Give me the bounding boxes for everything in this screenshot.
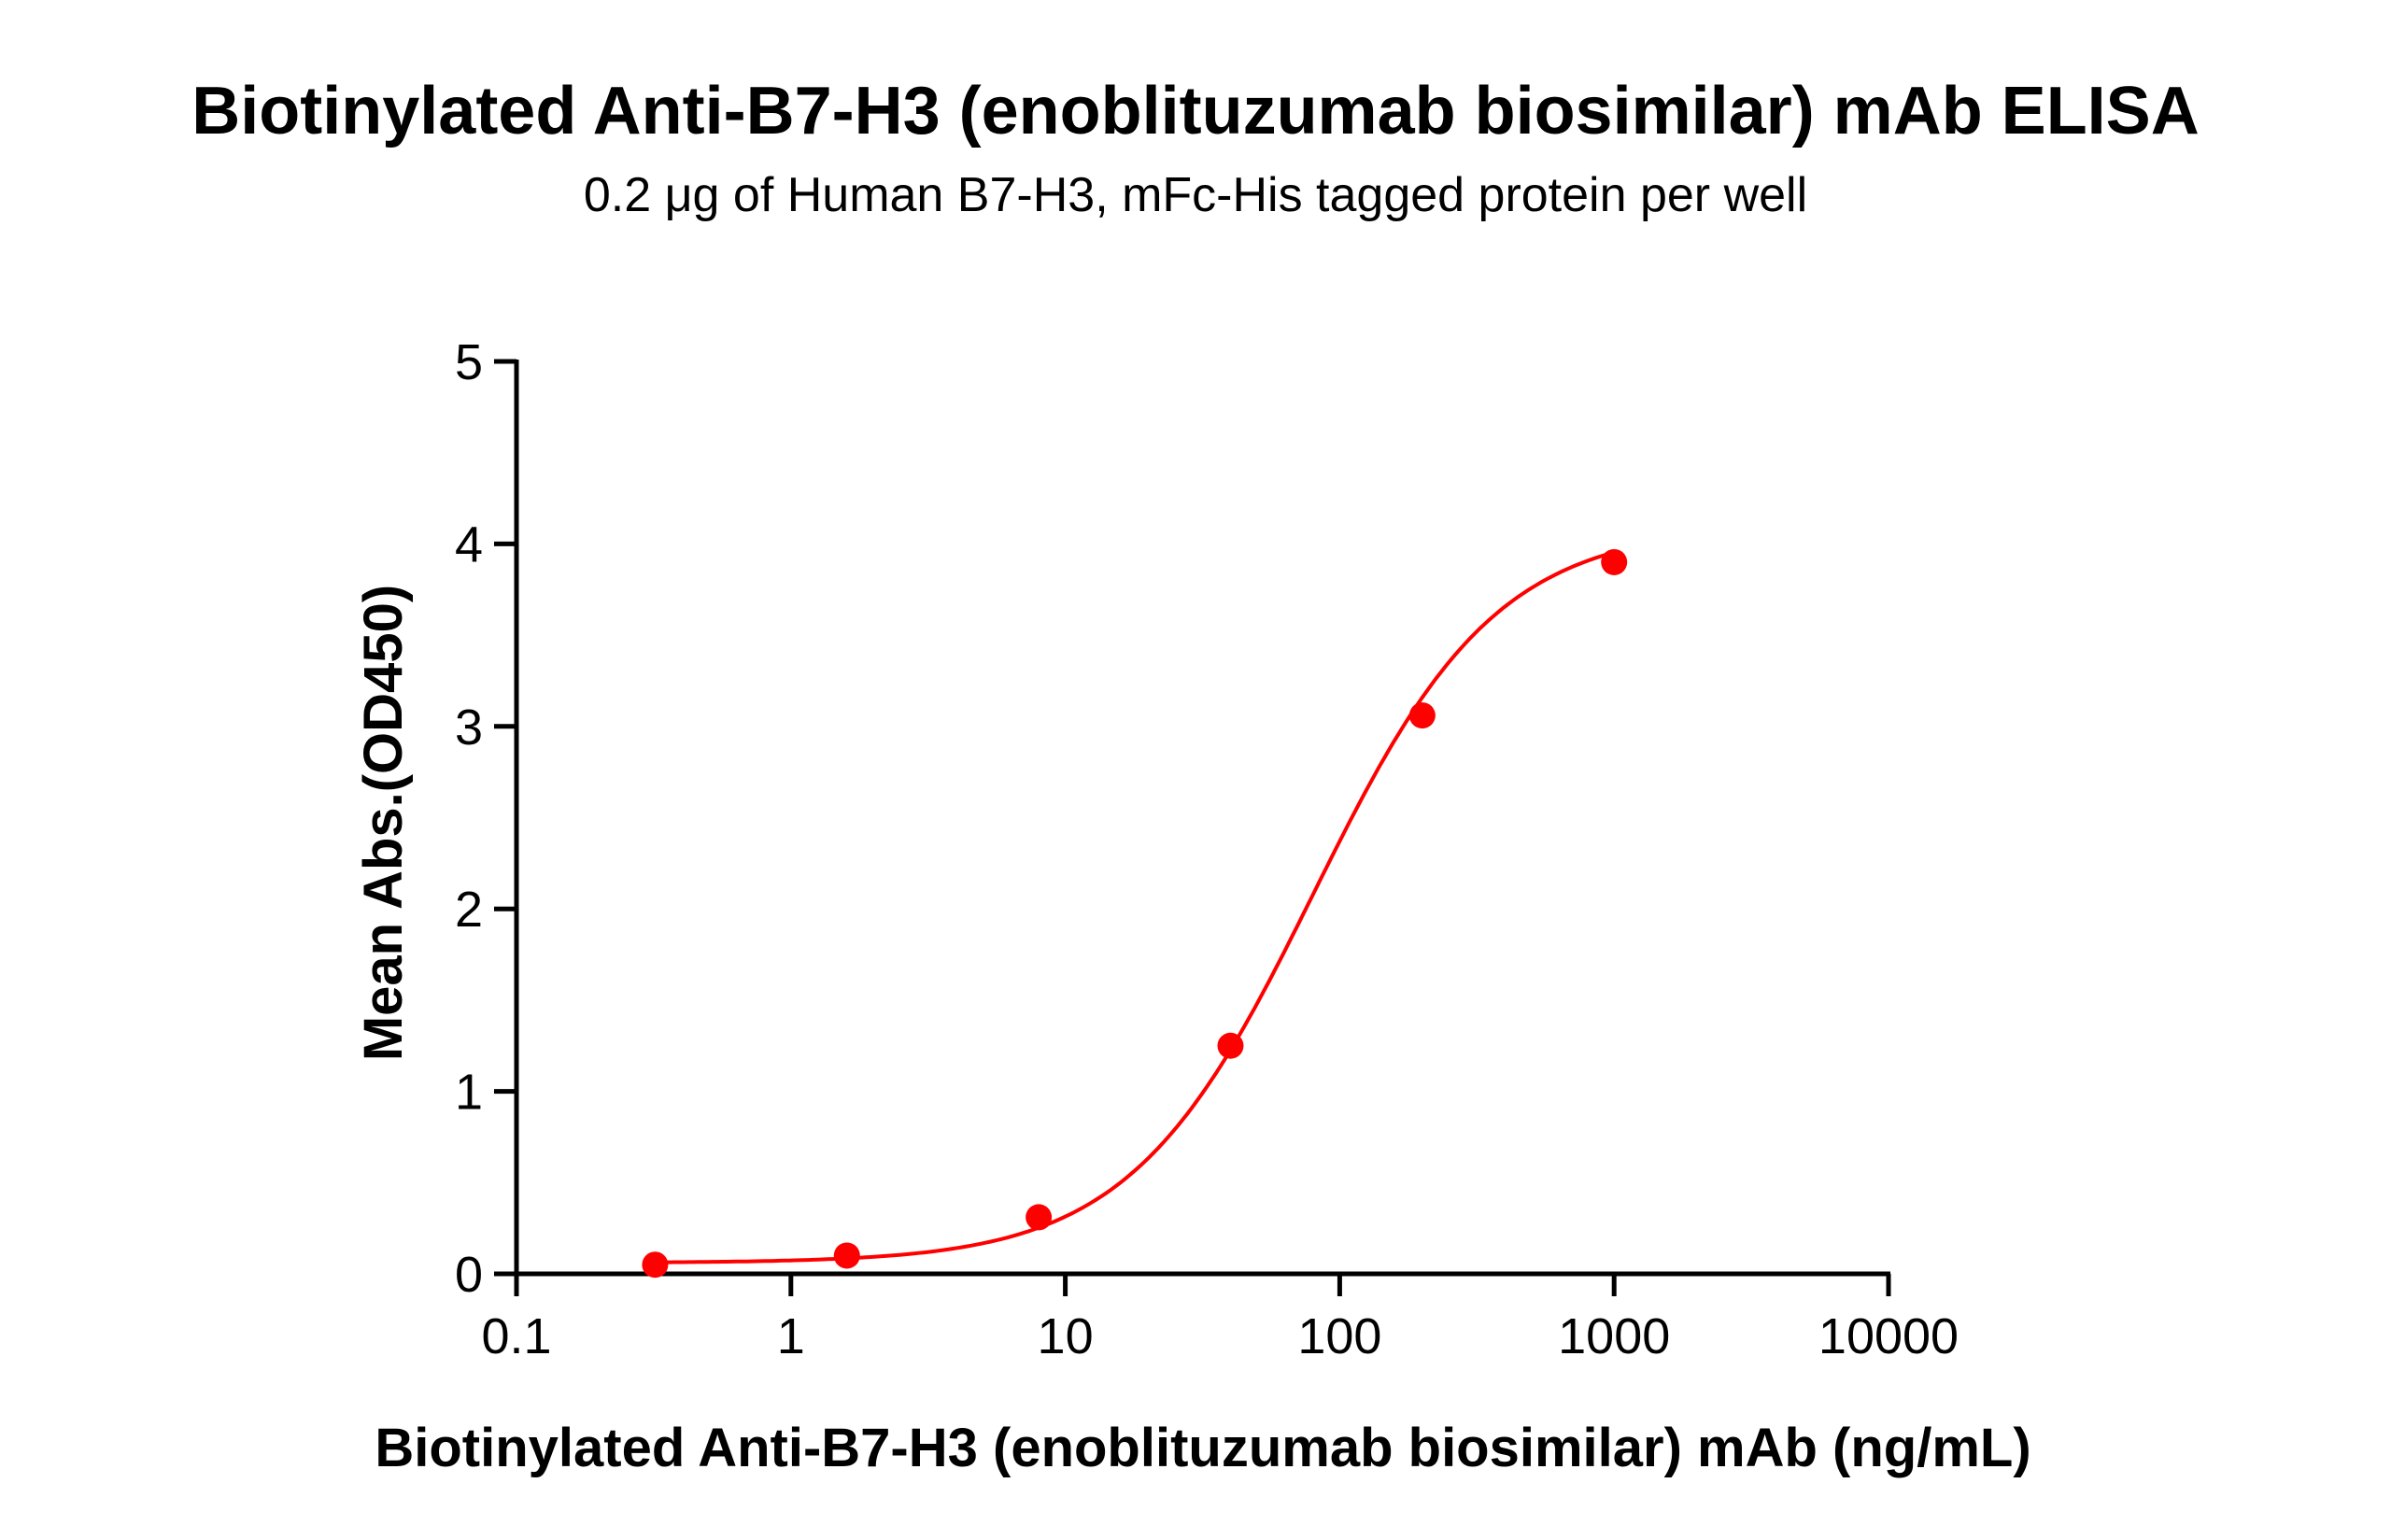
axes: 0.1 1 10 100 1000 10000 0 1 2 3 4 5 (455, 334, 1959, 1364)
y-tick-label: 3 (455, 699, 483, 756)
chart-title: Biotinylated Anti-B7-H3 (enoblituzumab b… (191, 74, 2199, 148)
x-axis-label: Biotinylated Anti-B7-H3 (enoblituzumab b… (375, 1418, 2030, 1478)
data-point (642, 1251, 669, 1279)
data-point (1217, 1032, 1244, 1059)
y-axis-label: Mean Abs.(OD450) (353, 585, 414, 1061)
x-tick-label: 10000 (1818, 1308, 1959, 1364)
data-point (1026, 1204, 1053, 1231)
x-tick-label: 0.1 (481, 1308, 551, 1364)
y-tick-label: 0 (455, 1247, 483, 1303)
y-tick-label: 1 (455, 1065, 483, 1121)
data-points (642, 548, 1628, 1279)
x-tick-label: 100 (1297, 1308, 1381, 1364)
x-tick-label: 10 (1038, 1308, 1094, 1364)
y-tick-label: 4 (455, 516, 483, 572)
x-tick-label: 1000 (1558, 1308, 1670, 1364)
data-point (1408, 702, 1436, 729)
y-tick-label: 2 (455, 882, 483, 938)
data-point (833, 1242, 860, 1269)
y-tick-label: 5 (455, 334, 483, 390)
chart-subtitle: 0.2 μg of Human B7-H3, mFc-His tagged pr… (584, 168, 1807, 222)
data-point (1601, 548, 1628, 575)
fit-curve (655, 550, 1615, 1264)
x-tick-label: 1 (777, 1308, 805, 1364)
